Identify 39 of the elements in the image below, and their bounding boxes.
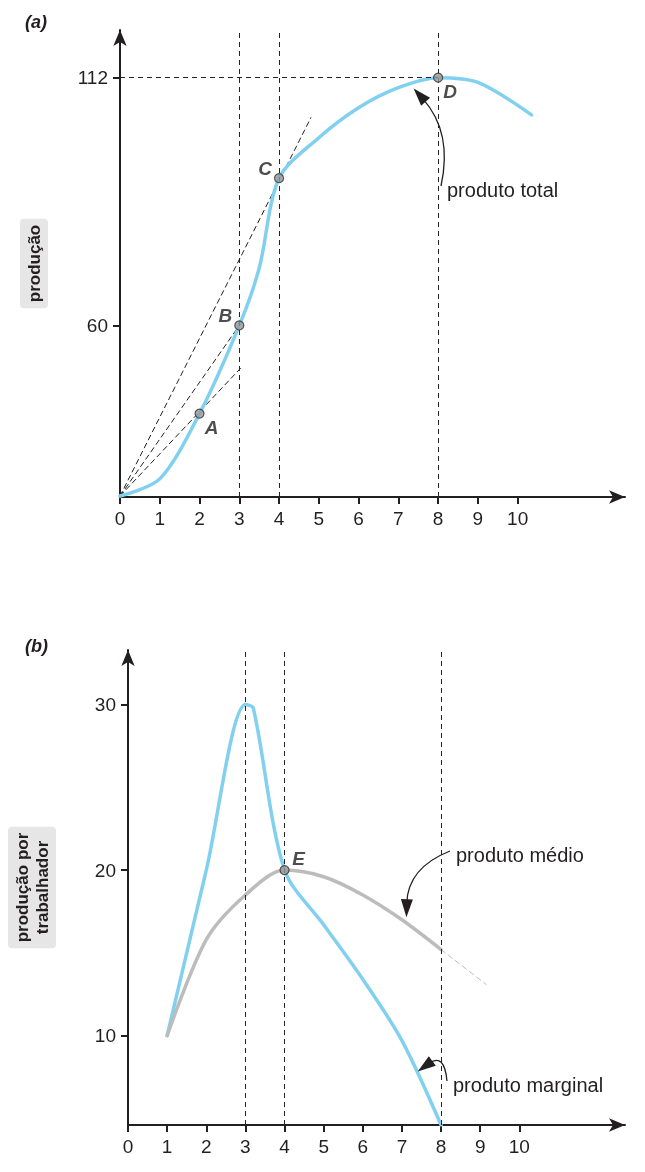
y-tick-label: 60 (86, 314, 108, 336)
x-tick-label: 0 (122, 1136, 134, 1157)
x-tick-label: 2 (200, 1136, 212, 1157)
data-label: B (218, 304, 233, 326)
x-tick-label: 3 (240, 1136, 251, 1157)
x-tick-label: 3 (234, 508, 245, 529)
y-tick-label: 112 (77, 67, 108, 89)
y-axis-title: produção por trabalhador (12, 832, 52, 943)
x-tick-label: 0 (114, 508, 126, 529)
x-tick-label: 8 (435, 1136, 447, 1157)
series-label: produto marginal (453, 1074, 604, 1096)
chart-title: (a) (25, 12, 47, 32)
x-tick-label: 6 (357, 1136, 369, 1157)
x-tick-label: 8 (432, 508, 444, 529)
x-tick-label: 7 (396, 1136, 408, 1157)
x-tick-label: 6 (353, 508, 364, 529)
y-tick-label: 20 (94, 859, 116, 881)
x-tick-label: 9 (472, 508, 484, 529)
x-tick-label: 10 (508, 1136, 530, 1157)
data-label: C (258, 157, 273, 179)
data-label: E (292, 847, 307, 869)
text: produto médio (456, 844, 584, 866)
x-tick-label: 2 (194, 508, 205, 529)
x-tick-label: 7 (393, 508, 404, 529)
data-label: D (443, 81, 458, 103)
x-tick-label: 1 (161, 1136, 173, 1157)
text: produto total (447, 179, 559, 201)
x-tick-label: 4 (279, 1136, 291, 1157)
chart-title: (b) (25, 636, 48, 656)
x-tick-label: 5 (313, 508, 325, 529)
x-tick-label: 4 (273, 508, 285, 529)
y-axis-title: produção (24, 224, 44, 303)
x-tick-label: 5 (318, 1136, 329, 1157)
y-tick-label: 10 (94, 1025, 116, 1047)
x-tick-label: 9 (474, 1136, 486, 1157)
data-label: A (203, 417, 219, 439)
x-tick-label: 1 (154, 508, 166, 529)
x-tick-label: 10 (507, 508, 529, 529)
y-tick-label: 30 (94, 694, 116, 716)
